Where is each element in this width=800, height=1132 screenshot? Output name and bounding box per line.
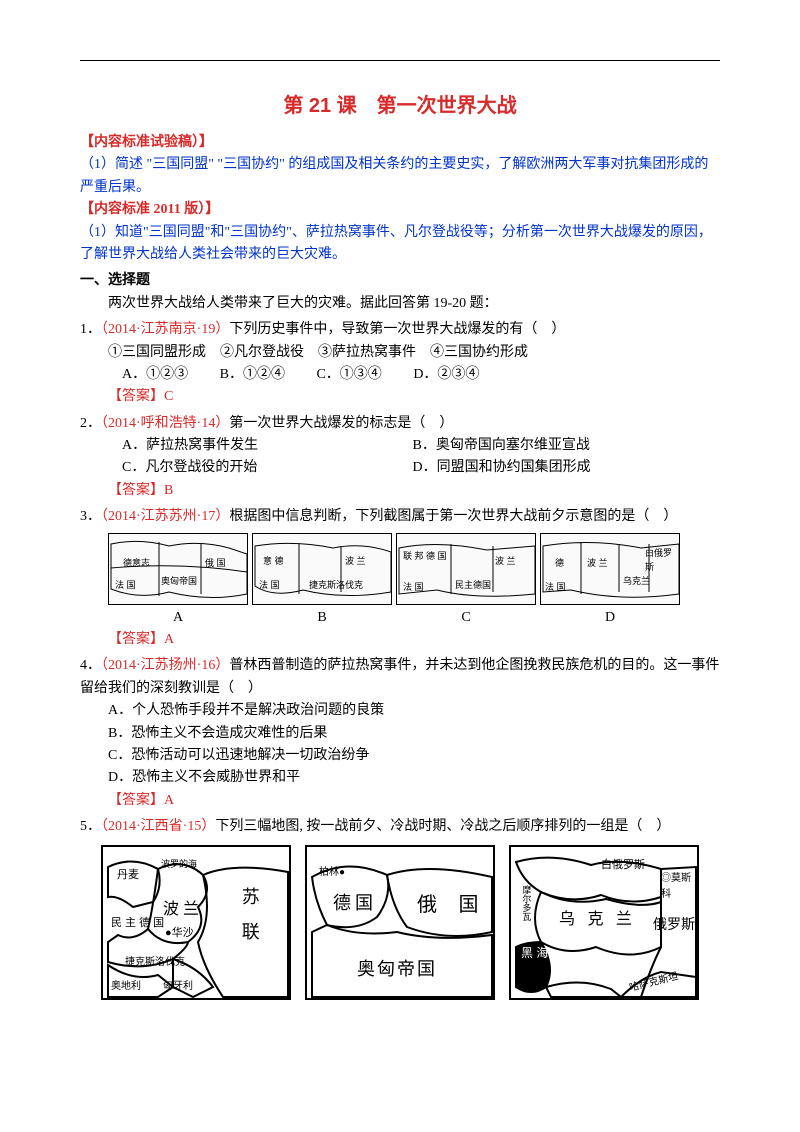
choice-intro: 两次世界大战给人类带来了巨大的灾难。据此回答第 19-20 题： xyxy=(80,293,720,315)
q5a-ws: ●华沙 xyxy=(165,925,194,943)
q4-ans: 【答案】A xyxy=(80,790,720,812)
q2-a: A．萨拉热窝事件发生 xyxy=(122,435,409,457)
q5a-by: 波罗的海 xyxy=(161,857,197,871)
q3d-de: 德 xyxy=(555,556,564,570)
q3-labels: A B C D xyxy=(80,607,720,629)
q3a-fr: 法 国 xyxy=(115,578,136,592)
q5c-ua: 乌 克 兰 xyxy=(559,907,636,933)
q4-src: （2014·江苏扬州·16） xyxy=(101,658,229,673)
q5a-su: 苏 联 xyxy=(235,887,264,946)
q3d-by: 白俄罗斯 xyxy=(645,546,679,575)
q5b-ru: 俄 国 xyxy=(417,889,487,921)
q2-c: C．凡尔登战役的开始 xyxy=(122,457,409,479)
q5a-hu: 匈牙利 xyxy=(163,979,193,995)
q3-map-a: 德意志 法 国 奥匈帝国 俄 国 xyxy=(108,533,248,605)
q5-stem: 下列三幅地图, 按一战前夕、冷战时期、冷战之后顺序排列的一组是（ ） xyxy=(215,819,670,834)
q3c-pl: 波 兰 xyxy=(495,554,516,568)
q3-label-a: A xyxy=(108,607,248,629)
q3c-fr: 法 国 xyxy=(403,580,424,594)
q1-c: C．①③④ xyxy=(316,364,381,386)
section-choice: 一、选择题 xyxy=(80,270,720,292)
q2-src: （2014·呼和浩特·14） xyxy=(101,416,229,431)
q5a-dd: 民 主 德 国 xyxy=(111,917,164,929)
q3-label-b: B xyxy=(252,607,392,629)
q1-src: （2014·江苏南京·19） xyxy=(101,322,229,337)
q2-stem: 第一次世界大战爆发的标志是（ ） xyxy=(229,416,453,431)
q5b-bl: 柏林● xyxy=(319,865,345,881)
q3a-de: 德意志 xyxy=(123,556,150,570)
q5c-bs: 黑 海 xyxy=(521,947,548,960)
q5-src: （2014·江西省·15） xyxy=(101,819,215,834)
q1-ans: 【答案】C xyxy=(80,386,720,408)
q4-num: 4． xyxy=(80,658,101,673)
q3b-de: 意 德 xyxy=(263,554,284,568)
q2-b: B．奥匈帝国向塞尔维亚宣战 xyxy=(413,435,700,457)
q5c-ru: 俄罗斯 xyxy=(653,913,695,935)
q5a-pl: 波兰 xyxy=(163,897,203,923)
q1-a: A．①②③ xyxy=(122,364,188,386)
q3d-ua: 乌克兰 xyxy=(623,574,650,588)
q3-map-b: 意 德 法 国 波 兰 捷克斯洛伐克 xyxy=(252,533,392,605)
q4-a: A．个人恐怖手段并不是解决政治问题的良策 xyxy=(80,700,720,722)
q3b-ch: 捷克斯洛伐克 xyxy=(309,578,363,592)
q3-num: 3． xyxy=(80,509,101,524)
q4-c: C．恐怖活动可以迅速地解决一切政治纷争 xyxy=(80,745,720,767)
q3-map-c: 联 邦 德 国 法 国 波 兰 民主德国 xyxy=(396,533,536,605)
q2: 2．（2014·呼和浩特·14）第一次世界大战爆发的标志是（ ） xyxy=(80,413,720,435)
q2-d: D．同盟国和协约国集团形成 xyxy=(413,457,700,479)
q3d-pl: 波 兰 xyxy=(587,556,608,570)
q4: 4．（2014·江苏扬州·16）普林西普制造的萨拉热窝事件，并未达到他企图挽救民… xyxy=(80,655,720,700)
q3-src: （2014·江苏苏州·17） xyxy=(101,509,229,524)
q2-num: 2． xyxy=(80,416,101,431)
page-title: 第 21 课 第一次世界大战 xyxy=(80,90,720,122)
q1-d: D．②③④ xyxy=(413,364,479,386)
q3c-uk: 联 邦 德 国 xyxy=(403,552,447,562)
q5c-md: 摩尔多瓦 xyxy=(519,885,533,921)
q5-num: 5． xyxy=(80,819,101,834)
q3-label-d: D xyxy=(540,607,680,629)
q3b-pl: 波 兰 xyxy=(345,554,366,568)
q1-num: 1． xyxy=(80,322,101,337)
q3: 3．（2014·江苏苏州·17）根据图中信息判断，下列截图属于第一次世界大战前夕… xyxy=(80,506,720,528)
q1: 1．（2014·江苏南京·19）下列历史事件中，导致第一次世界大战爆发的有（ ） xyxy=(80,319,720,341)
q1-opts: A．①②③ B．①②④ C．①③④ D．②③④ xyxy=(80,364,720,386)
q5a-cz: 捷克斯洛伐克 xyxy=(125,955,185,971)
q2-opts: A．萨拉热窝事件发生 B．奥匈帝国向塞尔维亚宣战 C．凡尔登战役的开始 D．同盟… xyxy=(80,435,720,480)
q5a-at: 奥地利 xyxy=(111,979,141,995)
q5a-dk: 丹麦 xyxy=(117,867,139,885)
q3d-fr: 法 国 xyxy=(545,580,566,594)
q5: 5．（2014·江西省·15）下列三幅地图, 按一战前夕、冷战时期、冷战之后顺序… xyxy=(80,816,720,838)
q5-map-a: 丹麦 波罗的海 波兰 苏 联 民 主 德 国 ●华沙 捷克斯洛伐克 奥地利 匈牙… xyxy=(101,845,291,1000)
q5c-by: 白俄罗斯 xyxy=(601,857,645,875)
q3-map-d: 德 法 国 波 兰 乌克兰 白俄罗斯 xyxy=(540,533,680,605)
q4-d: D．恐怖主义不会威胁世界和平 xyxy=(80,767,720,789)
q3a-ah: 奥匈帝国 xyxy=(161,574,197,588)
q3b-fr: 法 国 xyxy=(259,578,280,592)
q5-map-c: 白俄罗斯 ◎莫斯科 乌 克 兰 俄罗斯 摩尔多瓦 黑 海 哈萨克斯坦 xyxy=(509,845,699,1000)
q5b-ah: 奥匈帝国 xyxy=(357,955,437,984)
q1-b: B．①②④ xyxy=(220,364,285,386)
std1-head: 【内容标准试验稿）】 xyxy=(80,132,720,154)
std2-head: 【内容标准 2011 版）】 xyxy=(80,199,720,221)
q3c-dd: 民主德国 xyxy=(455,578,491,592)
q3-maps: 德意志 法 国 奥匈帝国 俄 国 意 德 法 国 波 兰 捷克斯洛伐克 联 邦 … xyxy=(80,533,720,605)
q5-map-b: 柏林● 德国 俄 国 奥匈帝国 xyxy=(305,845,495,1000)
q5c-ms: ◎莫斯科 xyxy=(661,871,697,903)
top-rule xyxy=(80,60,720,61)
q3-stem: 根据图中信息判断，下列截图属于第一次世界大战前夕示意图的是（ ） xyxy=(229,509,677,524)
std1-body: （1）简述 "三国同盟" "三国协约" 的组成国及相关条约的主要史实，了解欧洲两… xyxy=(80,154,720,199)
std2-body: （1）知道"三国同盟"和"三国协约"、萨拉热窝事件、凡尔登战役等；分析第一次世界… xyxy=(80,222,720,267)
q5b-de: 德国 xyxy=(333,889,377,918)
q5-maps: 丹麦 波罗的海 波兰 苏 联 民 主 德 国 ●华沙 捷克斯洛伐克 奥地利 匈牙… xyxy=(80,845,720,1000)
q4-b: B．恐怖主义不会造成灾难性的后果 xyxy=(80,723,720,745)
q3a-ru: 俄 国 xyxy=(205,556,226,570)
q1-stem: 下列历史事件中，导致第一次世界大战爆发的有（ ） xyxy=(229,322,565,337)
q2-ans: 【答案】B xyxy=(80,480,720,502)
q3-label-c: C xyxy=(396,607,536,629)
q3-ans: 【答案】A xyxy=(80,629,720,651)
q1-line: ①三国同盟形成 ②凡尔登战役 ③萨拉热窝事件 ④三国协约形成 xyxy=(80,342,720,364)
